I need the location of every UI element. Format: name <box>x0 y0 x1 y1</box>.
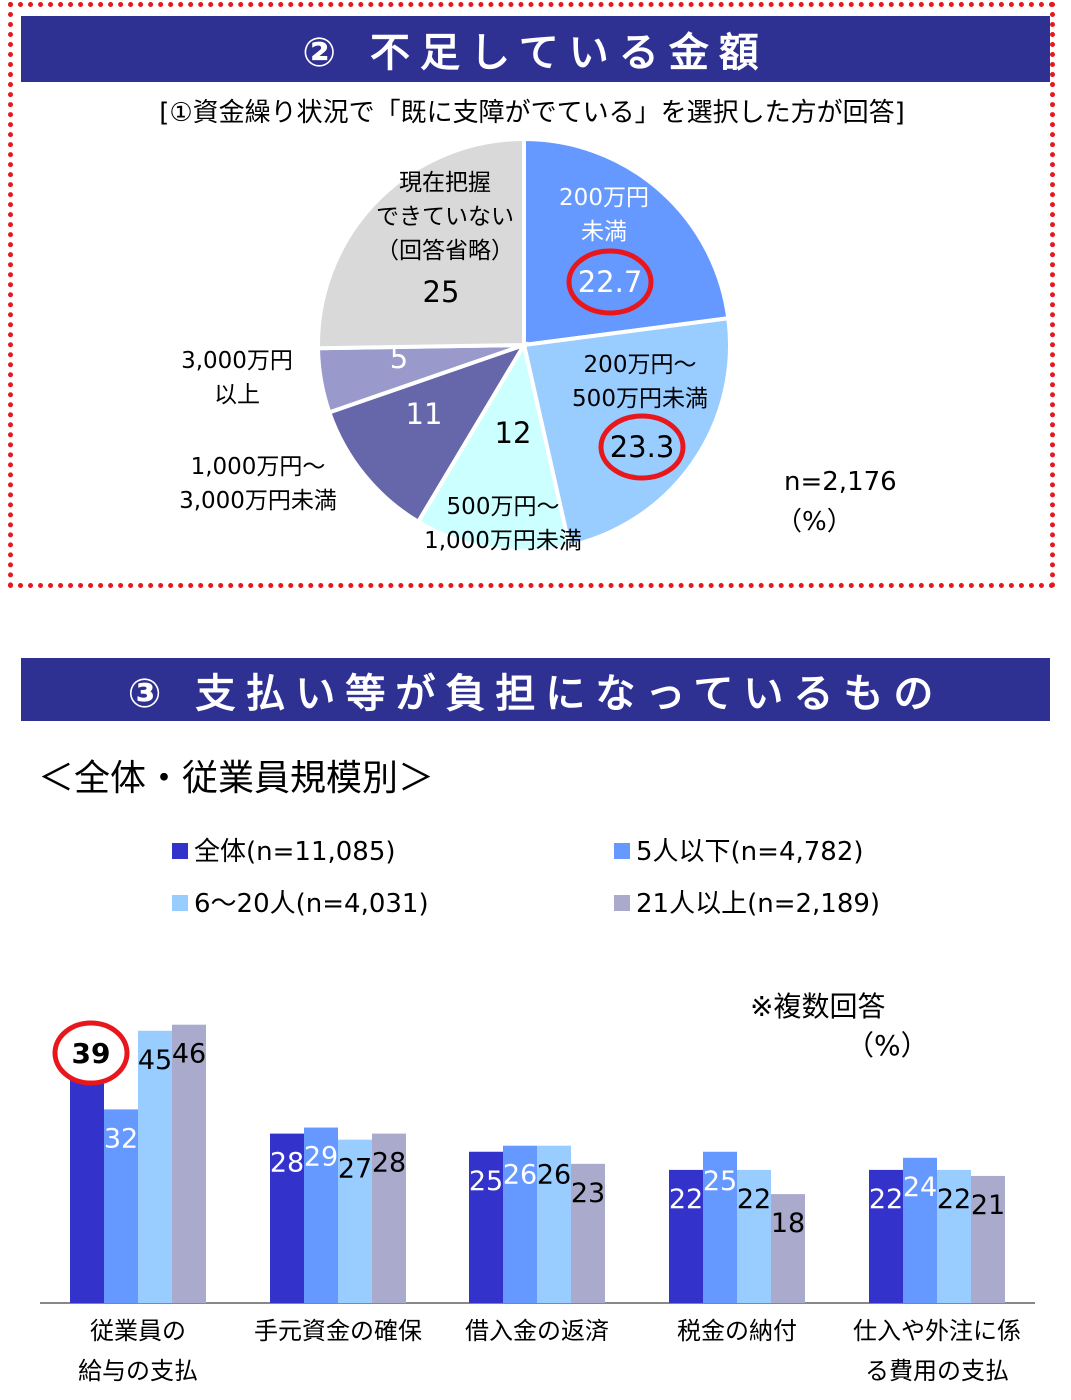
bar <box>737 1169 771 1303</box>
legend-label: 5人以下(n=4,782) <box>636 837 864 867</box>
category-label: る費用の支払 <box>865 1357 1009 1385</box>
pie-slice-label: できていない <box>376 204 514 230</box>
category-label: 給与の支払 <box>78 1357 198 1385</box>
category-label: 従業員の <box>90 1317 186 1345</box>
bar-value-label: 32 <box>104 1123 138 1154</box>
bar <box>703 1151 737 1303</box>
bar-value-label: 22 <box>869 1184 903 1215</box>
pie-value-label: 23.3 <box>610 430 675 464</box>
legend-swatch <box>172 843 188 859</box>
bar-value-label: 28 <box>270 1148 304 1179</box>
section2-title: ② 不足している金額 <box>21 16 1050 82</box>
bar-value-label: 18 <box>771 1208 805 1239</box>
pie-slice-label: 200万円 <box>559 185 649 211</box>
bar <box>937 1169 971 1303</box>
legend-label: 6～20人(n=4,031) <box>194 889 429 919</box>
pie-n-label: n=2,176 <box>784 467 897 497</box>
bar <box>304 1127 338 1303</box>
legend-swatch <box>172 895 188 911</box>
pie-slice <box>326 341 529 525</box>
pie-value-label: 25 <box>423 275 460 309</box>
bar <box>372 1133 406 1303</box>
pie-slice-label: 以上 <box>214 382 260 408</box>
bar-value-label: 45 <box>138 1045 172 1076</box>
bar-value-label: 24 <box>903 1172 937 1203</box>
section3-title: ③ 支払い等が負担になっているもの <box>21 658 1050 721</box>
bar-value-label: 22 <box>669 1184 703 1215</box>
pie-value-label: 5 <box>390 341 408 375</box>
pie-value-label: 22.7 <box>578 265 643 299</box>
bar-subheading: ＜全体・従業員規模別＞ <box>38 758 434 799</box>
pie-slice <box>316 136 526 351</box>
bar <box>138 1030 172 1303</box>
pie-slice-label: 200万円～ <box>584 352 697 378</box>
pie-unit-label: （%） <box>776 507 853 537</box>
pie-slice-label: 500万円未満 <box>572 386 708 412</box>
bar <box>537 1145 571 1303</box>
category-label: 手元資金の確保 <box>254 1317 422 1345</box>
bar-unit-label: （%） <box>846 1029 929 1062</box>
bar-value-label: 26 <box>503 1160 537 1191</box>
bar <box>571 1163 605 1303</box>
bar-value-label: 39 <box>72 1037 111 1070</box>
legend-label: 全体(n=11,085) <box>194 837 396 867</box>
category-label: 税金の納付 <box>677 1317 797 1345</box>
bar <box>669 1169 703 1303</box>
pie-slice-label: 未満 <box>581 219 627 245</box>
pie-value-label: 11 <box>406 397 443 431</box>
bar-value-label: 46 <box>172 1039 206 1070</box>
bar-value-label: 29 <box>304 1142 338 1173</box>
highlight-circle <box>566 248 654 316</box>
bar-value-label: 28 <box>372 1148 406 1179</box>
bar <box>503 1145 537 1303</box>
pie-slice-label: 現在把握 <box>399 170 491 196</box>
bar <box>771 1194 805 1303</box>
bar-value-label: 25 <box>703 1166 737 1197</box>
pie-subtitle: [①資金繰り状況で「既に支障がでている」を選択した方が回答] <box>159 98 905 128</box>
bar <box>338 1139 372 1303</box>
pie-slice-label: 3,000万円 <box>181 348 293 374</box>
pie-slice <box>415 339 572 553</box>
legend-swatch <box>614 895 630 911</box>
bar <box>70 1067 104 1303</box>
category-label: 借入金の返済 <box>465 1317 609 1345</box>
bar <box>903 1157 937 1303</box>
bar <box>172 1024 206 1303</box>
bar-legend: 全体(n=11,085) 5人以下(n=4,782) 6～20人(n=4,031) 2… <box>172 837 880 919</box>
legend-label: 21人以上(n=2,189) <box>636 889 880 919</box>
pie-slice <box>521 316 732 549</box>
bar-value-label: 22 <box>937 1184 971 1215</box>
pie-slice-label: 500万円～ <box>447 494 560 520</box>
pie-slice-label: （回答省略） <box>376 238 514 264</box>
bar-value-label: 26 <box>537 1160 571 1191</box>
highlight-circle <box>52 1020 130 1086</box>
pie-value-label: 12 <box>495 416 532 450</box>
bar-note: ※複数回答 <box>750 990 885 1023</box>
section2-dotted-frame <box>8 2 1055 588</box>
bar-value-label: 23 <box>571 1178 605 1209</box>
bar-value-label: 21 <box>971 1190 1005 1221</box>
category-label: 仕入や外注に係 <box>853 1317 1021 1345</box>
pie-slice-label: 3,000万円未満 <box>179 488 337 514</box>
bar-value-label: 27 <box>338 1154 372 1185</box>
bar <box>971 1175 1005 1303</box>
bar <box>869 1169 903 1303</box>
pie-slice-label: 1,000万円～ <box>191 454 326 480</box>
bar <box>469 1151 503 1303</box>
pie-slice <box>522 136 731 348</box>
legend-swatch <box>614 843 630 859</box>
bar <box>270 1133 304 1303</box>
bar-value-label: 22 <box>737 1184 771 1215</box>
bar <box>104 1109 138 1303</box>
pie-slice-label: 1,000万円未満 <box>424 528 582 554</box>
highlight-circle <box>598 413 686 481</box>
bar-value-label: 25 <box>469 1166 503 1197</box>
